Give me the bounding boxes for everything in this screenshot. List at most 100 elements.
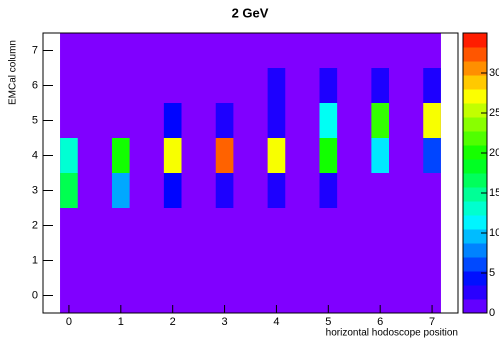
cell	[371, 33, 390, 68]
color-bar-band	[463, 201, 487, 216]
cell	[371, 243, 390, 278]
y-tick-label: 0	[32, 289, 38, 301]
cell	[60, 103, 78, 138]
cell	[423, 33, 441, 68]
cell	[371, 173, 390, 208]
cell	[267, 68, 286, 103]
color-bar-tick-label: 30	[489, 67, 499, 79]
color-bar-band	[463, 285, 487, 300]
cell	[215, 173, 234, 208]
color-bar-tick-label: 25	[489, 107, 499, 119]
color-bar-band	[463, 89, 487, 104]
color-bar-band	[463, 243, 487, 258]
cell	[111, 243, 130, 278]
cell	[319, 173, 338, 208]
y-tick-label: 3	[32, 184, 38, 196]
color-bar-tick-label: 5	[489, 267, 495, 279]
color-bar-band	[463, 61, 487, 76]
x-tick-label: 5	[325, 316, 331, 328]
cell	[319, 208, 338, 243]
cell	[267, 138, 286, 173]
color-bar-tick-label: 20	[489, 147, 499, 159]
cell	[60, 33, 78, 68]
cell	[163, 103, 182, 138]
color-bar-band	[463, 159, 487, 174]
cell	[60, 208, 78, 243]
color-bar-band	[463, 257, 487, 272]
x-tick-label: 4	[273, 316, 279, 328]
cell	[60, 173, 78, 208]
x-axis-label: horizontal hodoscope position	[326, 328, 458, 339]
cell	[111, 278, 130, 313]
color-bar-band	[463, 33, 487, 48]
cell	[319, 138, 338, 173]
cell	[371, 278, 390, 313]
cell	[423, 173, 441, 208]
x-tick-label: 2	[170, 316, 176, 328]
cell	[215, 278, 234, 313]
color-bar-tick-label: 0	[489, 307, 495, 319]
cell	[215, 243, 234, 278]
cell	[267, 103, 286, 138]
color-bar-band	[463, 75, 487, 90]
cell	[111, 173, 130, 208]
cell	[423, 208, 441, 243]
cell	[111, 208, 130, 243]
cell	[319, 103, 338, 138]
cell	[267, 243, 286, 278]
x-tick-label: 3	[222, 316, 228, 328]
cell	[111, 103, 130, 138]
cell	[163, 278, 182, 313]
cell	[371, 103, 390, 138]
cell	[215, 103, 234, 138]
y-tick-label: 1	[32, 254, 38, 266]
y-tick-label: 7	[32, 44, 38, 56]
cell	[423, 278, 441, 313]
cell	[423, 243, 441, 278]
cell	[267, 278, 286, 313]
cell	[215, 208, 234, 243]
cell	[111, 138, 130, 173]
cell	[423, 103, 441, 138]
x-tick-label: 7	[429, 316, 435, 328]
color-bar-band	[463, 299, 487, 314]
cell	[267, 33, 286, 68]
cell	[371, 68, 390, 103]
cell	[267, 173, 286, 208]
cell	[60, 278, 78, 313]
cell	[163, 68, 182, 103]
cell	[111, 68, 130, 103]
cell	[319, 33, 338, 68]
cell	[371, 208, 390, 243]
cell	[163, 243, 182, 278]
cell	[60, 138, 78, 173]
cell	[423, 68, 441, 103]
color-bar-band	[463, 131, 487, 146]
cell	[163, 208, 182, 243]
cell	[267, 208, 286, 243]
color-bar-band	[463, 187, 487, 202]
color-bar-band	[463, 215, 487, 230]
cell	[215, 138, 234, 173]
x-tick-label: 0	[66, 316, 72, 328]
plot-frame	[42, 32, 459, 314]
cell	[60, 68, 78, 103]
cell	[111, 33, 130, 68]
color-bar-tick-label: 10	[489, 227, 499, 239]
chart-title: 2 GeV	[232, 5, 269, 20]
y-tick-label: 6	[32, 79, 38, 91]
color-bar-band	[463, 117, 487, 132]
cell	[319, 243, 338, 278]
x-tick-label: 1	[118, 316, 124, 328]
cell	[215, 33, 234, 68]
color-bar-tick-label: 15	[489, 187, 499, 199]
color-bar-frame	[462, 32, 488, 314]
cell	[163, 138, 182, 173]
color-bar-band	[463, 47, 487, 62]
y-tick-label: 2	[32, 219, 38, 231]
cell	[319, 278, 338, 313]
cell	[60, 243, 78, 278]
cell	[215, 68, 234, 103]
color-bar-band	[463, 271, 487, 286]
